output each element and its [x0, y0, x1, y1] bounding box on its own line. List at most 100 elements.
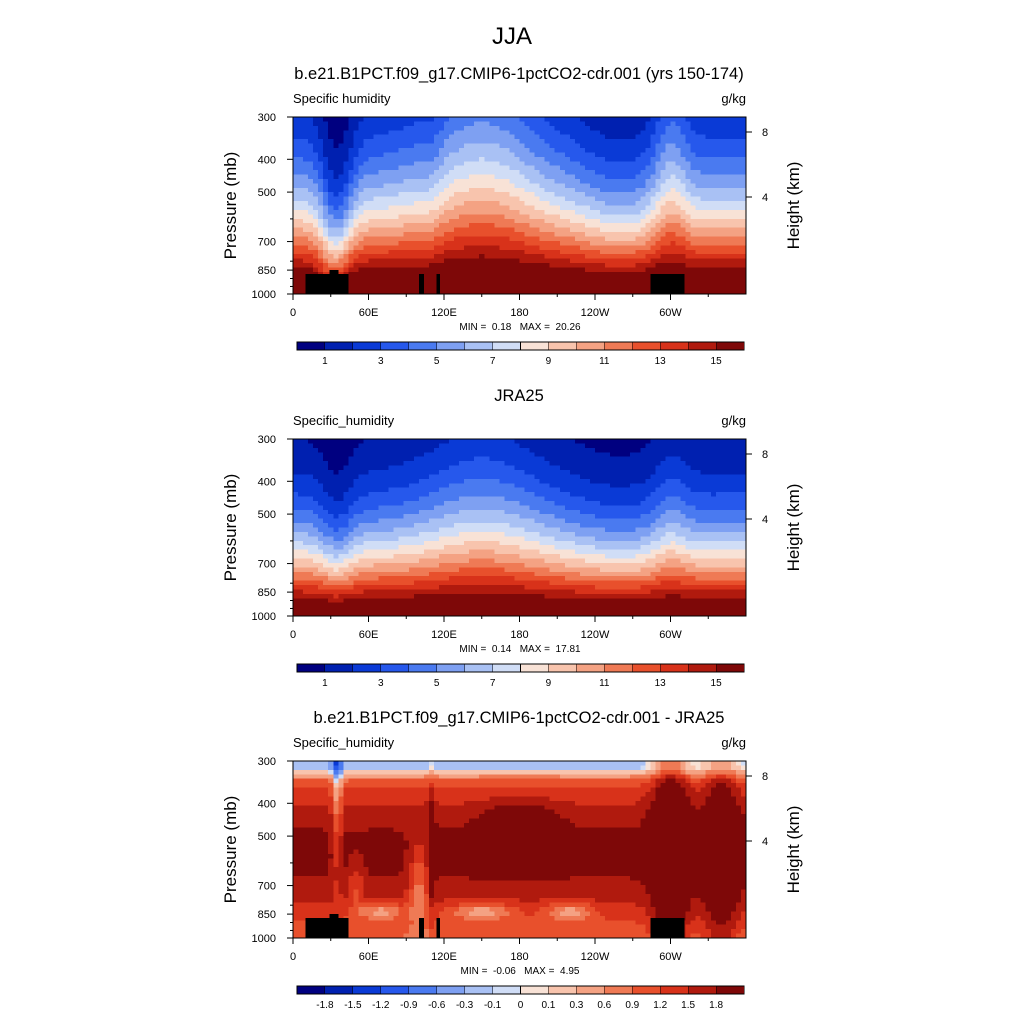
heatmap-cell [534, 465, 541, 471]
heatmap-cell [529, 121, 536, 127]
heatmap-cell [715, 156, 722, 162]
heatmap-cell [393, 285, 400, 291]
heatmap-cell [464, 165, 470, 171]
heatmap-cell [645, 214, 651, 220]
heatmap-cell [433, 196, 440, 202]
heatmap-cell [388, 134, 395, 140]
heatmap-cell [625, 249, 631, 255]
heatmap-cell [509, 143, 516, 149]
heatmap-cell [640, 267, 646, 273]
heatmap-cell [509, 469, 516, 475]
heatmap-cell [444, 285, 450, 291]
heatmap-cell [433, 478, 440, 484]
heatmap-cell [353, 232, 360, 238]
heatmap-cell [338, 249, 344, 255]
heatmap-cell [378, 227, 385, 233]
heatmap-cell [730, 209, 737, 215]
heatmap-cell [428, 232, 435, 238]
heatmap-cell [670, 201, 677, 207]
heatmap-cell [398, 214, 405, 220]
heatmap-cell [348, 156, 354, 162]
heatmap-cell [489, 147, 495, 153]
heatmap-cell [418, 461, 425, 467]
heatmap-cell [383, 147, 390, 153]
heatmap-cell [509, 218, 516, 224]
heatmap-cell [393, 276, 400, 282]
heatmap-cell [705, 192, 712, 198]
heatmap-cell [595, 258, 601, 264]
heatmap-cell [333, 117, 339, 123]
heatmap-cell [489, 469, 495, 475]
heatmap-cell [610, 134, 616, 140]
heatmap-cell [413, 496, 420, 502]
heatmap-cell [695, 223, 702, 229]
heatmap-cell [298, 500, 304, 506]
heatmap-cell [685, 271, 692, 277]
heatmap-cell [469, 223, 475, 229]
heatmap-cell [393, 192, 400, 198]
heatmap-cell [494, 258, 500, 264]
heatmap-cell [484, 254, 490, 260]
heatmap-cell [328, 117, 334, 123]
heatmap-cell [705, 214, 712, 220]
heatmap-cell [514, 289, 521, 295]
heatmap-cell [554, 240, 561, 246]
heatmap-cell [504, 227, 511, 233]
heatmap-cell [655, 474, 662, 480]
heatmap-cell [423, 271, 430, 277]
heatmap-cell [454, 214, 460, 220]
heatmap-cell [514, 218, 521, 224]
heatmap-cell [313, 456, 319, 462]
heatmap-cell [605, 249, 611, 255]
heatmap-cell [308, 178, 314, 184]
heatmap-cell [474, 192, 480, 198]
heatmap-cell [469, 165, 475, 171]
heatmap-cell [665, 249, 672, 255]
heatmap-cell [635, 267, 641, 273]
heatmap-cell [660, 192, 667, 198]
heatmap-cell [589, 474, 596, 480]
heatmap-cell [353, 227, 360, 233]
heatmap-cell [564, 289, 571, 295]
heatmap-cell [418, 236, 425, 242]
heatmap-cell [595, 483, 601, 489]
heatmap-cell [423, 500, 430, 506]
heatmap-cell [494, 496, 500, 502]
heatmap-cell [348, 267, 354, 273]
heatmap-cell [514, 254, 521, 260]
heatmap-cell [469, 276, 475, 282]
heatmap-cell [534, 152, 541, 158]
heatmap-cell [454, 205, 460, 211]
heatmap-cell [635, 130, 641, 136]
heatmap-cell [584, 201, 591, 207]
heatmap-cell [433, 439, 440, 445]
heatmap-cell [449, 249, 455, 255]
heatmap-cell [730, 147, 737, 153]
heatmap-cell [595, 214, 601, 220]
heatmap-cell [509, 267, 516, 273]
heatmap-cell [348, 134, 354, 140]
heatmap-cell [403, 236, 410, 242]
heatmap-cell [459, 178, 465, 184]
x-tick-label: 60E [359, 307, 379, 319]
heatmap-cell [413, 187, 420, 193]
heatmap-cell [398, 439, 405, 445]
heatmap-cell [398, 452, 405, 458]
heatmap-cell [740, 152, 747, 158]
heatmap-cell [534, 130, 541, 136]
heatmap-cell [398, 443, 405, 449]
heatmap-cell [499, 263, 505, 269]
heatmap-cell [725, 280, 732, 286]
heatmap-cell [574, 196, 581, 202]
heatmap-cell [589, 483, 596, 489]
heatmap-cell [393, 289, 400, 295]
heatmap-cell [635, 117, 641, 123]
heatmap-cell [449, 143, 455, 149]
heatmap-cell [549, 232, 556, 238]
heatmap-cell [584, 143, 591, 149]
heatmap-cell [700, 227, 707, 233]
heatmap-cell [735, 478, 742, 484]
heatmap-cell [625, 469, 631, 475]
heatmap-cell [318, 125, 324, 131]
heatmap-cell [343, 443, 349, 449]
